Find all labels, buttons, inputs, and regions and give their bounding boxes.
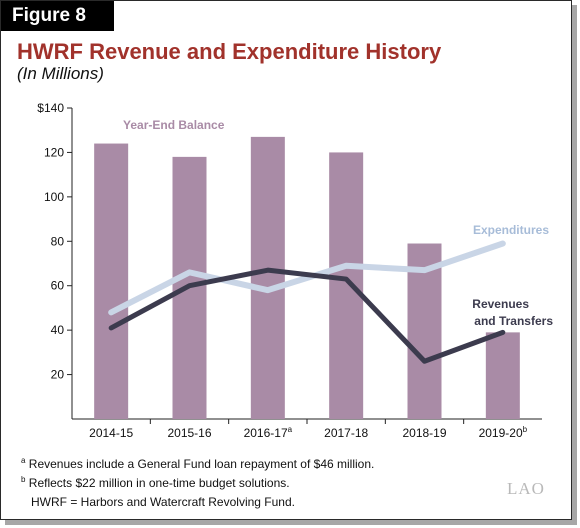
- x-tick-label: 2019-20b: [479, 425, 528, 440]
- series-label-revenues-line1: Revenues: [472, 297, 529, 311]
- y-tick-label: 20: [51, 368, 65, 382]
- lao-logo: LAO: [507, 479, 545, 498]
- bar-balance: [329, 152, 364, 419]
- series-label-expenditures: Expenditures: [473, 223, 549, 237]
- y-tick-label: 80: [51, 234, 65, 248]
- line-expenditures: [108, 240, 506, 316]
- x-tick-label: 2014-15: [89, 426, 133, 440]
- x-tick-superscript: b: [523, 425, 528, 434]
- figure-label: Figure 8: [1, 1, 114, 31]
- bar-balance: [94, 143, 129, 420]
- bar-balance: [250, 136, 285, 419]
- chart-subtitle: (In Millions): [17, 64, 104, 83]
- figure-frame: Figure 8 HWRF Revenue and Expenditure Hi…: [0, 0, 572, 520]
- footnote-a-marker: a: [21, 456, 26, 465]
- y-tick-label: $140: [37, 101, 64, 115]
- x-tick-label: 2015-16: [167, 426, 211, 440]
- y-tick-label: 100: [44, 190, 64, 204]
- footnote-a: a Revenues include a General Fund loan r…: [21, 456, 374, 471]
- chart: 20 40 60 80 100 120 $140 2014-15 2015-16 2016-17a…: [37, 101, 553, 440]
- line-revenues: [108, 267, 506, 364]
- x-tick-label: 2017-18: [324, 426, 368, 440]
- footnote-b-marker: b: [21, 475, 26, 484]
- footnote-a-text: Revenues include a General Fund loan rep…: [28, 457, 375, 471]
- series-label-revenues-line2: and Transfers: [474, 314, 553, 328]
- x-tick-label: 2018-19: [402, 426, 446, 440]
- series-label-balance: Year-End Balance: [123, 118, 225, 132]
- chart-title: HWRF Revenue and Expenditure History: [17, 39, 442, 64]
- x-tick-superscript: a: [288, 425, 293, 434]
- y-tick-label: 120: [44, 145, 64, 159]
- x-tick-label: 2016-17a: [244, 425, 293, 440]
- footnote-b: b Reflects $22 million in one-time budge…: [21, 475, 290, 490]
- footnote-abbrev: HWRF = Harbors and Watercraft Revolving …: [31, 495, 295, 509]
- bar-balance: [485, 332, 520, 419]
- y-tick-label: 40: [51, 323, 65, 337]
- footnote-b-text: Reflects $22 million in one-time budget …: [28, 476, 290, 490]
- y-tick-label: 60: [51, 279, 65, 293]
